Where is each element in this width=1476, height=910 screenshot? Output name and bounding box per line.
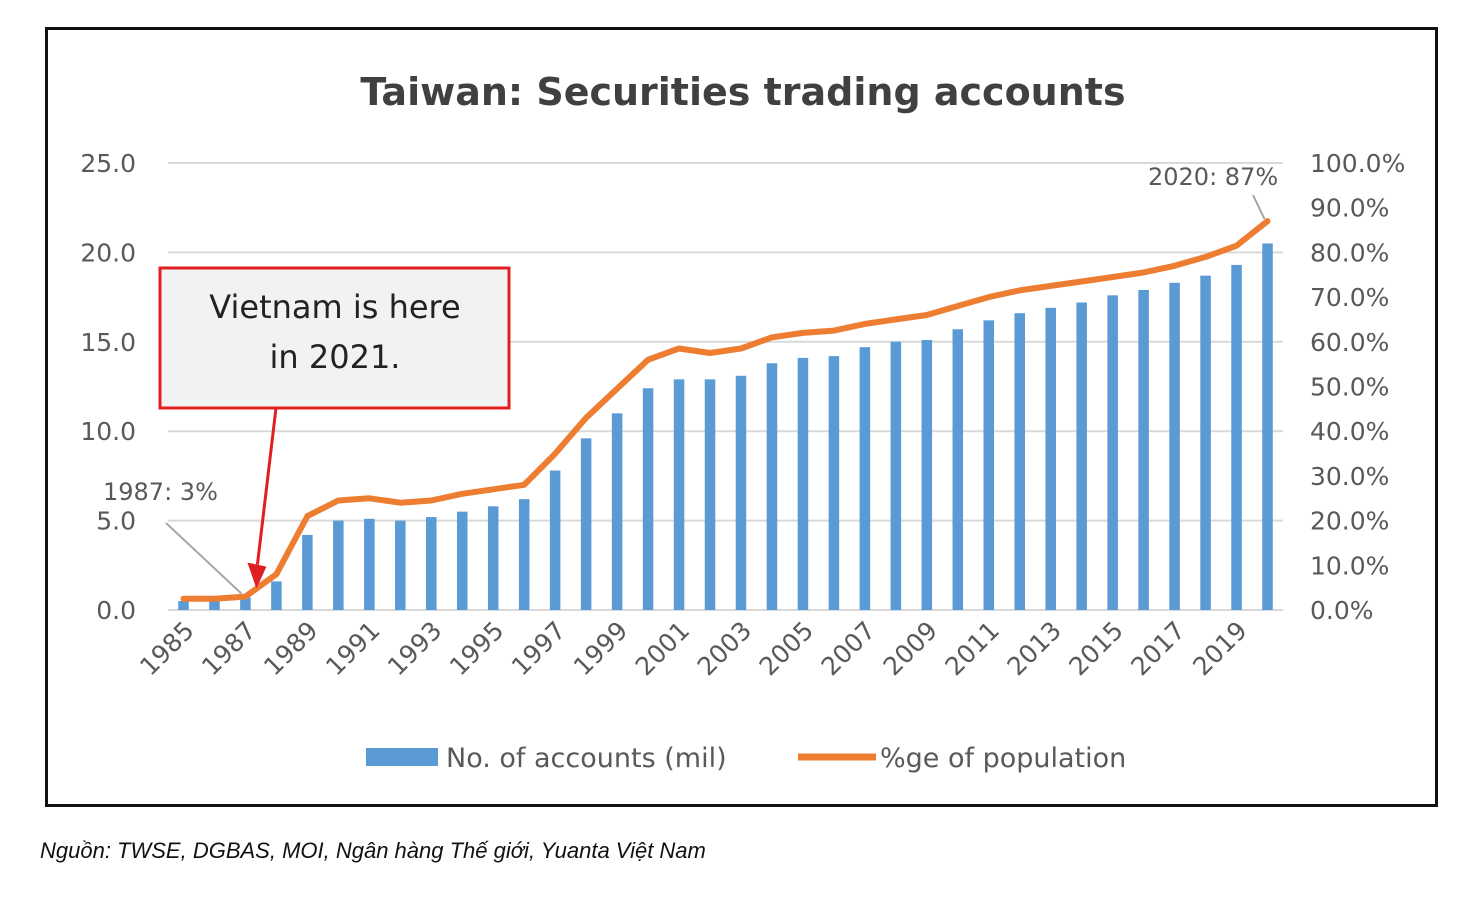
bar [735, 375, 747, 610]
bar [642, 388, 654, 610]
bar [364, 518, 375, 610]
x-tick-label: 2017 [1125, 616, 1190, 681]
bar [797, 357, 809, 610]
bar [1169, 282, 1180, 610]
x-tick-label: 1993 [382, 616, 447, 681]
annotation-leader [1252, 194, 1266, 220]
callout-box [158, 266, 511, 410]
y-right-tick-label: 50.0% [1310, 373, 1389, 402]
bar-series [178, 243, 1273, 610]
callout-arrow-shaft [255, 407, 278, 565]
y-right-tick-label: 10.0% [1310, 551, 1389, 580]
x-tick-label: 2009 [878, 616, 943, 681]
bar [1231, 264, 1242, 610]
bar [395, 520, 406, 610]
y-right-tick-label: 80.0% [1310, 238, 1389, 267]
bar [1138, 289, 1149, 610]
bar [240, 597, 251, 610]
y-right-tick-label: 70.0% [1310, 283, 1389, 312]
annotation-2020: 2020: 87% [1148, 163, 1278, 191]
y-left-tick-label: 20.0 [80, 238, 136, 267]
bar [952, 329, 964, 610]
y-left-tick-label: 10.0 [80, 417, 136, 446]
bar [673, 379, 685, 610]
x-tick-label: 1995 [444, 616, 509, 681]
bar [1262, 243, 1273, 610]
bar [487, 506, 499, 610]
bar [178, 601, 189, 610]
x-tick-label: 1991 [320, 616, 385, 681]
y-left-tick-label: 0.0 [96, 596, 136, 625]
x-tick-label: 1999 [568, 616, 633, 681]
bar [1200, 275, 1211, 610]
callout: Vietnam is here in 2021. [158, 266, 511, 589]
callout-arrow-head [247, 562, 267, 589]
bar [611, 413, 623, 610]
bar [333, 520, 344, 610]
callout-text-line: in 2021. [270, 338, 401, 376]
y-right-tick-label: 40.0% [1310, 417, 1389, 446]
bar [425, 517, 437, 610]
x-tick-label: 2015 [1063, 616, 1128, 681]
bar [704, 379, 716, 610]
y-left-tick-label: 15.0 [80, 328, 136, 357]
x-tick-label: 2011 [940, 616, 1005, 681]
y-right-tick-label: 0.0% [1310, 596, 1374, 625]
x-tick-label: 2005 [754, 616, 819, 681]
y-right-tick-label: 30.0% [1310, 462, 1389, 491]
bar [209, 601, 220, 610]
bar [1045, 307, 1056, 610]
bar [1107, 295, 1118, 610]
legend-bar-label: No. of accounts (mil) [446, 743, 727, 774]
x-tick-label: 2001 [630, 616, 695, 681]
x-tick-label: 1989 [258, 616, 323, 681]
bar [859, 347, 871, 610]
x-tick-label: 2007 [816, 616, 881, 681]
x-tick-label: 2013 [1001, 616, 1066, 681]
line-series [180, 218, 1271, 602]
annotation-leader [165, 522, 243, 595]
population-line [180, 218, 1271, 602]
source-note: Nguồn: TWSE, DGBAS, MOI, Ngân hàng Thế g… [40, 838, 706, 863]
chart-canvas: 0.0 5.0 10.0 15.0 20.0 25.0 0.0% 10.0% 20.0% 30.0… [80, 70, 1405, 774]
chart-frame: 0.0 5.0 10.0 15.0 20.0 25.0 0.0% 10.0% 20.0% 30.0… [45, 27, 1438, 807]
bar [766, 363, 778, 610]
annotations: 1987: 3% 2020: 87% [103, 163, 1278, 595]
y-left-tick-label: 25.0 [80, 149, 136, 178]
bar [921, 340, 933, 610]
legend: No. of accounts (mil) %ge of population [366, 743, 1126, 774]
bar [271, 581, 282, 610]
y-right-tick-label: 100.0% [1310, 149, 1405, 178]
x-tick-label: 1997 [506, 616, 571, 681]
callout-text-line: Vietnam is here [209, 288, 460, 326]
y-right-tick-label: 60.0% [1310, 328, 1389, 357]
bar [518, 499, 530, 610]
annotation-1987: 1987: 3% [103, 478, 218, 506]
y-right-tick-label: 90.0% [1310, 194, 1389, 223]
legend-bar-swatch [366, 748, 438, 766]
x-tick-label: 1987 [196, 616, 261, 681]
bar [302, 534, 313, 610]
bar [828, 356, 840, 610]
x-tick-label: 2019 [1187, 616, 1252, 681]
chart-title: Taiwan: Securities trading accounts [360, 70, 1125, 114]
bar [983, 320, 995, 610]
bar [890, 341, 902, 610]
bar [549, 470, 561, 610]
x-tick-label: 2003 [692, 616, 757, 681]
bar [580, 438, 592, 610]
y-right-tick-label: 20.0% [1310, 507, 1389, 536]
bar [456, 511, 468, 610]
y-left-tick-label: 5.0 [96, 507, 136, 536]
x-tick-label: 1985 [134, 616, 199, 681]
bar [1076, 302, 1087, 610]
bar [1014, 313, 1026, 610]
legend-line-label: %ge of population [880, 743, 1126, 774]
